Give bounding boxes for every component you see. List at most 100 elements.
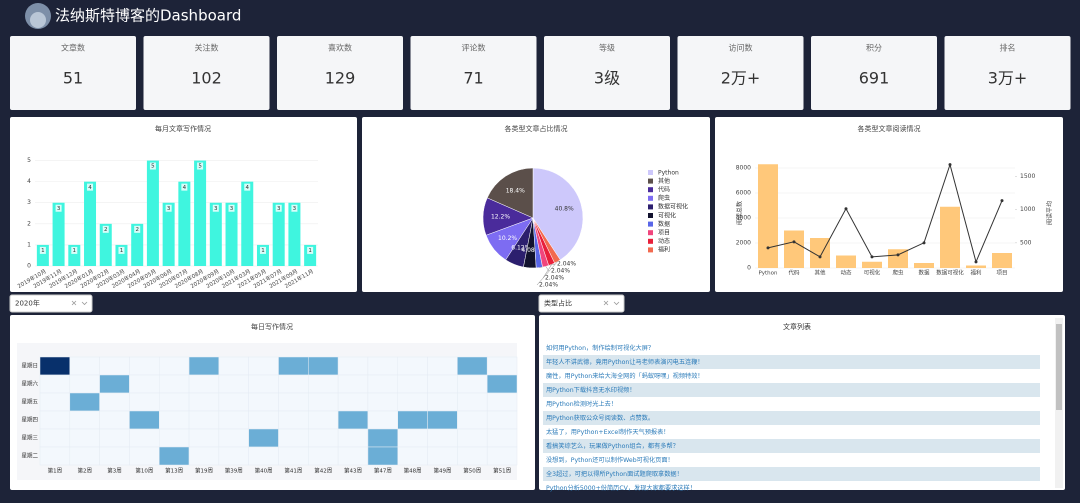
stat-label: 文章数	[61, 43, 85, 53]
x-tick-label: 福利	[970, 269, 981, 277]
bar	[209, 202, 222, 266]
scrollbar-thumb[interactable]	[1056, 324, 1062, 410]
data-label: 3	[277, 206, 281, 212]
heat-cell	[188, 356, 220, 376]
chart-title: 每月文章写作情况	[155, 124, 211, 133]
data-label: 3	[57, 206, 61, 212]
heat-cell	[337, 446, 369, 466]
y-tick-label: 8000	[736, 165, 751, 172]
x-tick-label: 第48周	[404, 467, 422, 475]
article-link[interactable]: Python分析5000+份简历CV，发现大家都要求这样！	[546, 484, 696, 492]
heat-cell	[397, 374, 428, 394]
heat-cell	[159, 374, 190, 394]
data-label: 1	[120, 248, 124, 254]
heat-cell	[367, 392, 398, 412]
x-tick-label: 第50周	[463, 467, 481, 475]
data-label-bg	[71, 246, 78, 254]
y2-tick-label: 1500	[1020, 173, 1035, 180]
slice-label: 2.04%	[545, 275, 564, 282]
article-link[interactable]: 没想到，Python还可以制作Web可视化页面！	[546, 456, 674, 464]
heat-cell	[129, 356, 160, 376]
heat-cell	[69, 428, 100, 448]
dropdown-arrow	[81, 301, 88, 306]
legend-label: 代码	[658, 186, 670, 194]
heat-cell	[337, 356, 369, 376]
bar	[99, 223, 112, 266]
legend-swatch	[648, 238, 653, 244]
bar	[966, 265, 986, 268]
x-tick-label: 第47周	[374, 467, 392, 475]
heat-cell	[397, 410, 428, 430]
stat-value: 2万+	[721, 69, 761, 88]
line-point	[766, 246, 770, 250]
heat-cell	[278, 446, 309, 466]
y-tick-label: 星期二	[21, 453, 38, 460]
data-label: 1	[308, 248, 312, 254]
heat-cell	[99, 374, 130, 394]
article-link[interactable]: 年轻人不讲武德，竟用Python让马老师表演闪电五连鞭！	[546, 358, 704, 366]
stat-label: 等级	[599, 43, 615, 53]
data-label: 4	[183, 185, 187, 191]
heat-cell	[427, 446, 458, 466]
data-label-bg	[87, 183, 94, 191]
heat-cell	[427, 374, 458, 394]
line-point	[870, 255, 874, 259]
article-link[interactable]: 魔性，用Python来给大海全网的「蚂蚁呀嘿」视频特效！	[546, 372, 704, 380]
heat-cell	[159, 428, 190, 448]
heat-cell	[159, 392, 190, 412]
data-label: 3	[230, 206, 234, 212]
bar	[178, 181, 191, 266]
stat-label: 喜欢数	[328, 43, 352, 53]
article-link[interactable]: 看搞笑综艺么，玩果做Python组合，都有多帮？	[546, 442, 679, 450]
slice-label: 18.4%	[506, 187, 525, 194]
article-link[interactable]: 用Python获取公众号阅读数、点赞数。	[546, 414, 654, 422]
chart-title: 每日写作情况	[251, 322, 293, 331]
heat-cell	[457, 428, 488, 448]
heat-cell	[278, 392, 309, 412]
heat-cell	[99, 356, 130, 376]
dropdown-clear	[71, 300, 77, 306]
article-link[interactable]: 太猛了，用Python+Excel制作天气预报表！	[546, 428, 669, 436]
y-tick-label: 3	[27, 199, 31, 206]
bar	[52, 202, 65, 266]
stat-value: 691	[859, 69, 890, 88]
heat-cell	[308, 356, 339, 376]
pie-slice	[532, 217, 561, 264]
article-link[interactable]: 如何用Python，制作绘制可视化大屏？	[546, 344, 654, 352]
heat-cell	[39, 446, 71, 466]
heat-cell	[129, 392, 160, 412]
bar	[888, 249, 908, 268]
legend-label: 数据可视化	[658, 203, 688, 211]
x-tick-label: 数据	[918, 269, 930, 277]
article-link[interactable]: 用Python下载抖音无水印视频！	[546, 386, 636, 394]
line-point	[974, 260, 978, 264]
stat-value: 71	[463, 69, 483, 88]
data-label-bg	[165, 204, 172, 212]
bar	[146, 160, 159, 266]
table-row-bg	[543, 439, 1040, 453]
chart-title: 各类型文章占比情况	[505, 124, 568, 133]
article-link[interactable]: 全3超过，可把以得所Python面试题爬取拿数据！	[546, 470, 683, 478]
data-label-bg	[181, 183, 188, 191]
bar	[836, 255, 856, 268]
heat-cell	[248, 356, 279, 376]
y-tick-label: 0	[27, 263, 31, 270]
slice-label: 40.8%	[555, 205, 574, 212]
stat-value: 3级	[594, 69, 620, 88]
x-tick-label: 第39周	[225, 467, 243, 475]
heat-cell	[486, 446, 518, 466]
dropdown[interactable]	[9, 294, 93, 313]
bar	[810, 238, 830, 268]
heat-cell	[69, 356, 100, 376]
dropdown[interactable]	[538, 294, 625, 313]
x-tick-label: 第13周	[165, 467, 183, 475]
legend-label: 项目	[658, 230, 670, 237]
table-row-bg	[543, 467, 1040, 481]
y2-tick-label: 1000	[1020, 206, 1035, 213]
article-link[interactable]: 用Python检测时光上去！	[546, 400, 617, 408]
bar	[194, 160, 207, 266]
data-label: 1	[41, 248, 45, 254]
legend-swatch	[648, 178, 653, 184]
stat-label: 积分	[866, 43, 882, 53]
